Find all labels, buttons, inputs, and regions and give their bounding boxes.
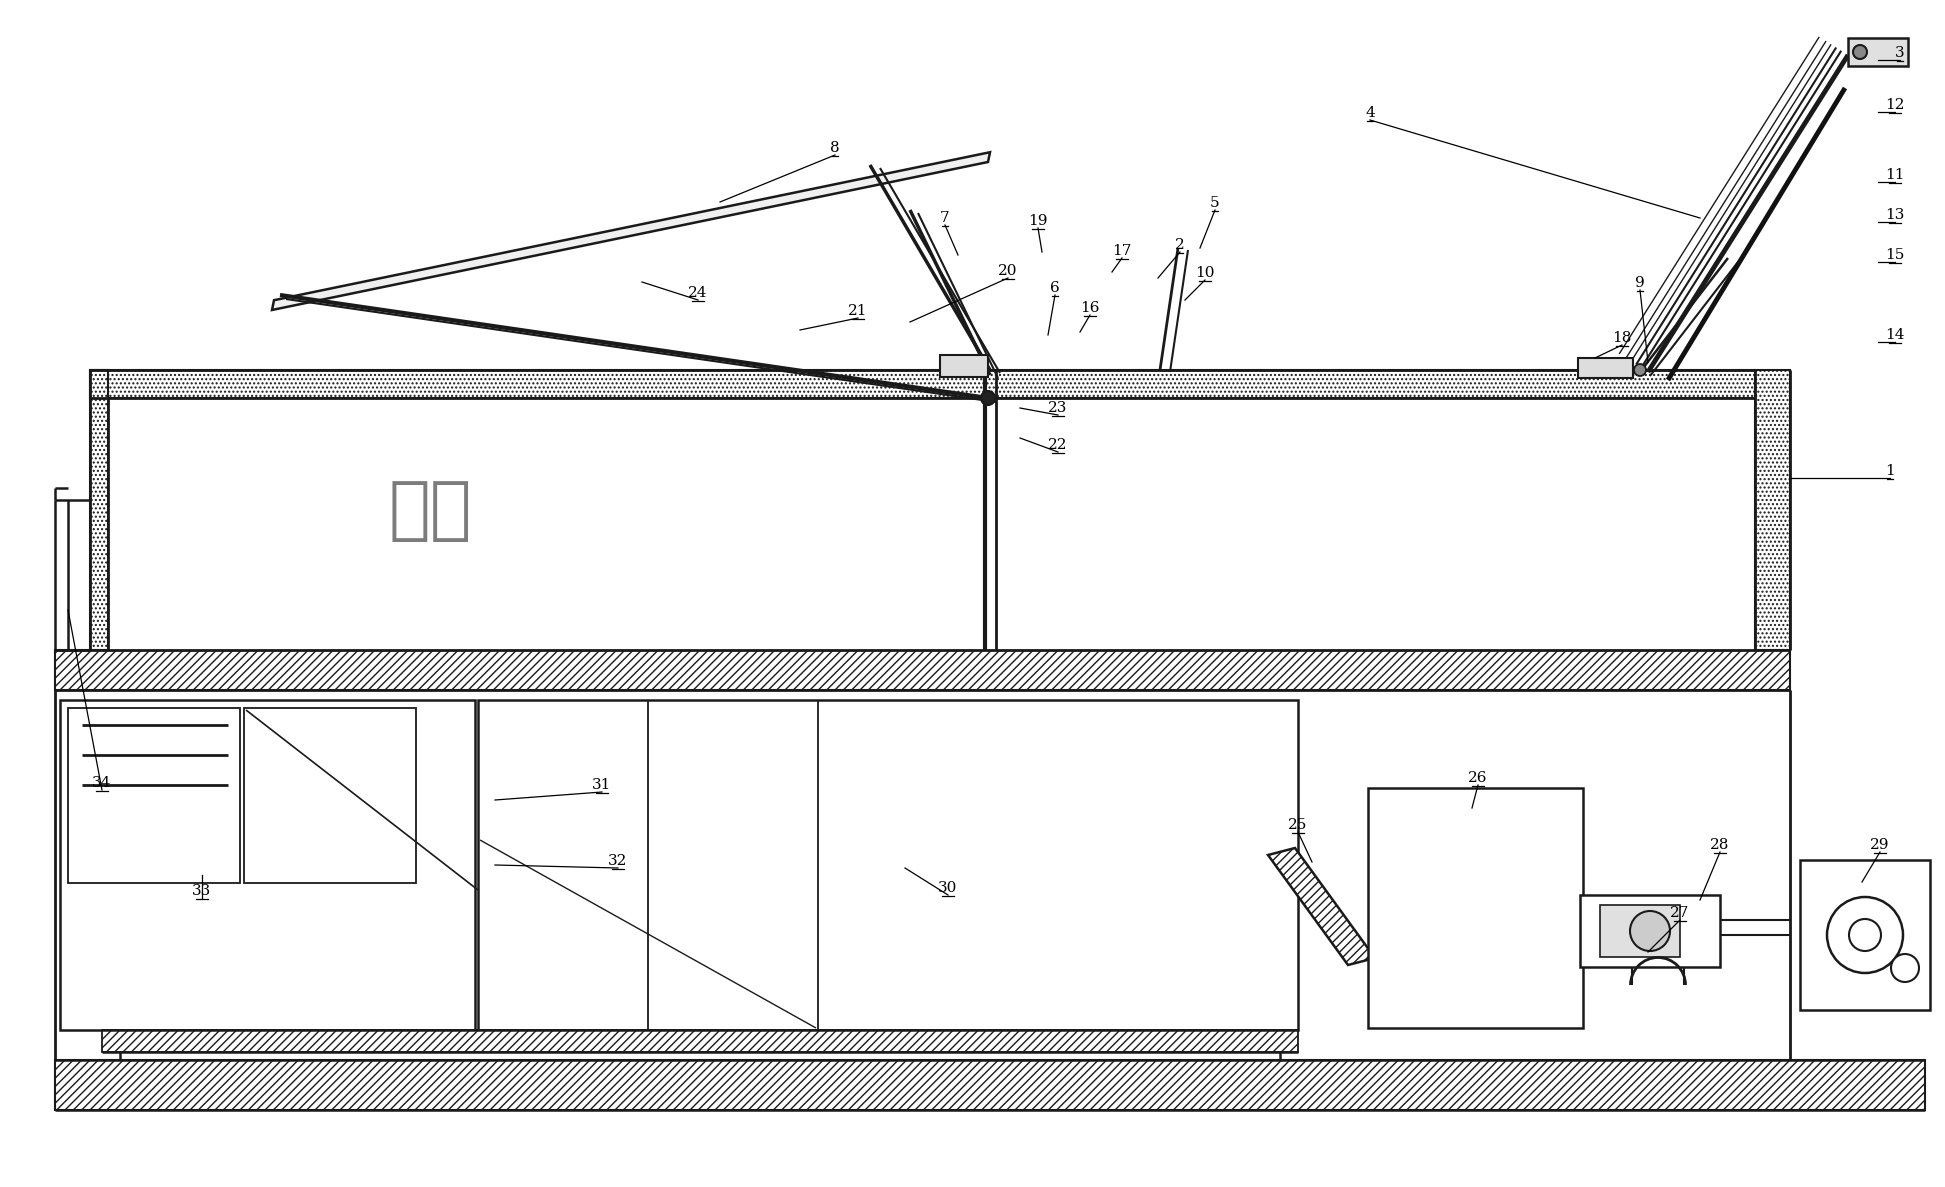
Bar [1367, 788, 1583, 1028]
Text: 5: 5 [1210, 196, 1220, 210]
Text: 18: 18 [1612, 331, 1632, 345]
Text: 19: 19 [1029, 214, 1048, 228]
Text: 12: 12 [1885, 99, 1904, 112]
Bar [89, 370, 109, 650]
Text: 8: 8 [831, 141, 840, 155]
Bar [109, 398, 1754, 650]
Text: 17: 17 [1113, 245, 1132, 258]
Text: 33: 33 [193, 884, 212, 899]
Text: 23: 23 [1048, 401, 1068, 415]
Circle shape [1850, 919, 1881, 951]
Bar [939, 355, 988, 377]
Bar [89, 370, 1754, 398]
Text: 28: 28 [1710, 838, 1729, 852]
Text: 7: 7 [939, 211, 949, 226]
Text: 2: 2 [1175, 239, 1185, 252]
Text: 27: 27 [1671, 906, 1690, 920]
Text: 6: 6 [1050, 281, 1060, 296]
Text: 冷池: 冷池 [389, 476, 473, 544]
Bar [1579, 895, 1719, 967]
Text: 26: 26 [1468, 772, 1488, 785]
Circle shape [1826, 897, 1902, 973]
Bar [1577, 358, 1634, 377]
Bar [243, 707, 416, 883]
Text: 3: 3 [1894, 46, 1904, 61]
Bar [1848, 38, 1908, 66]
Text: 25: 25 [1288, 818, 1307, 832]
Circle shape [1854, 45, 1867, 59]
Circle shape [980, 391, 996, 405]
Bar [1754, 370, 1789, 650]
Bar [1601, 904, 1680, 957]
Text: 21: 21 [848, 304, 867, 318]
Bar [60, 700, 475, 1030]
Polygon shape [272, 152, 990, 310]
Bar [1799, 861, 1929, 1010]
Text: 29: 29 [1871, 838, 1891, 852]
Circle shape [1630, 910, 1671, 951]
Text: 13: 13 [1885, 208, 1904, 222]
Text: 11: 11 [1885, 169, 1904, 182]
Text: 1: 1 [1885, 464, 1894, 478]
Text: 31: 31 [593, 777, 611, 792]
Bar [54, 650, 1789, 690]
Text: 15: 15 [1885, 248, 1904, 262]
Text: 10: 10 [1196, 266, 1216, 280]
Text: 24: 24 [689, 286, 708, 300]
Text: 4: 4 [1365, 106, 1375, 120]
Bar [101, 1030, 1297, 1052]
Text: 34: 34 [91, 776, 111, 791]
Bar [68, 707, 239, 883]
Bar [478, 700, 1297, 1030]
Text: 9: 9 [1636, 277, 1645, 290]
Polygon shape [1268, 848, 1375, 965]
Text: 16: 16 [1079, 301, 1099, 315]
Bar [54, 1060, 1926, 1110]
Text: 22: 22 [1048, 438, 1068, 452]
Text: 32: 32 [609, 853, 628, 868]
Text: 20: 20 [998, 264, 1017, 278]
Text: 14: 14 [1885, 328, 1904, 342]
Circle shape [1634, 364, 1645, 376]
Circle shape [1891, 954, 1920, 982]
Text: 30: 30 [937, 881, 957, 895]
